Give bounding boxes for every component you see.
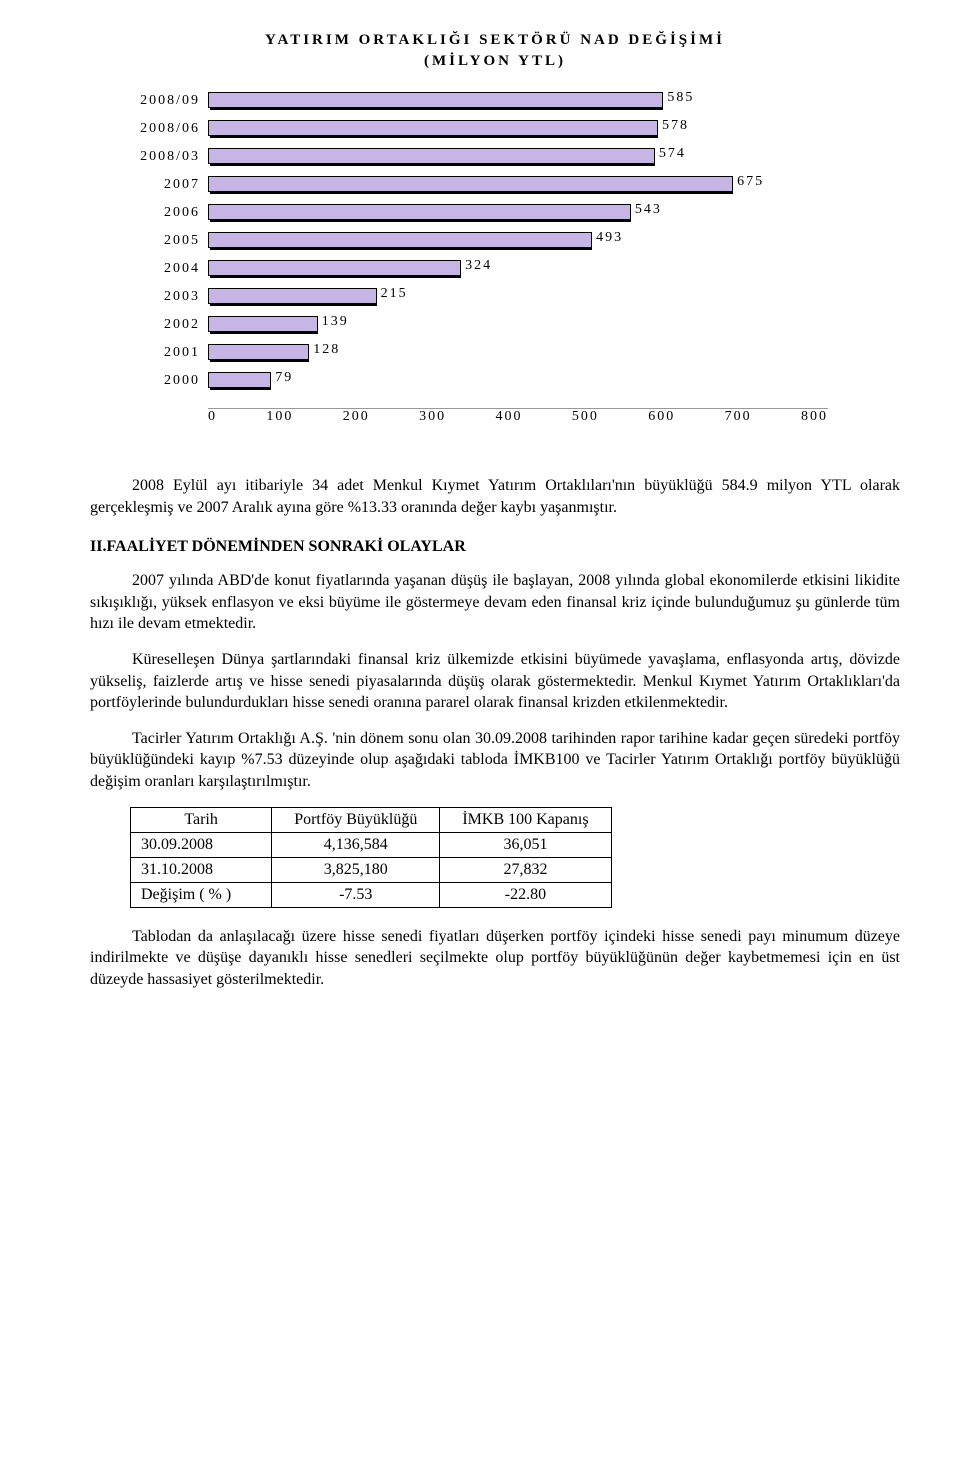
- bar-track: 324: [208, 260, 880, 278]
- bar-track: 139: [208, 316, 880, 334]
- bar-fill: [208, 176, 733, 192]
- bar-track: 585: [208, 92, 880, 110]
- table-cell: 3,825,180: [272, 857, 440, 882]
- bar-category-label: 2006: [110, 205, 208, 221]
- bar-value-label: 574: [659, 146, 686, 162]
- bar-chart: YATIRIM ORTAKLIĞI SEKTÖRÜ NAD DEĞİŞİMİ (…: [90, 20, 900, 445]
- bar-value-label: 543: [635, 202, 662, 218]
- bar-fill: [208, 92, 663, 108]
- x-axis-tick: 600: [648, 409, 675, 425]
- chart-title-line1: YATIRIM ORTAKLIĞI SEKTÖRÜ NAD DEĞİŞİMİ: [265, 32, 725, 48]
- bar-row: 2002 139: [110, 314, 880, 336]
- bar-fill: [208, 232, 592, 248]
- x-axis-tick: 0: [208, 409, 217, 425]
- chart-area: 2008/095852008/065782008/035742007675200…: [110, 80, 880, 402]
- bar-row: 2008/06 578: [110, 118, 880, 140]
- chart-title: YATIRIM ORTAKLIĞI SEKTÖRÜ NAD DEĞİŞİMİ (…: [110, 30, 880, 72]
- bar-track: 79: [208, 372, 880, 390]
- bar-fill: [208, 204, 631, 220]
- bar-category-label: 2004: [110, 261, 208, 277]
- bar-value-label: 139: [322, 314, 349, 330]
- bar-fill: [208, 344, 309, 360]
- chart-x-axis: 0 100 200 300 400 500 600 700 800: [208, 408, 828, 425]
- table-cell: -7.53: [272, 882, 440, 907]
- bar-row: 2004 324: [110, 258, 880, 280]
- bar-row: 2008/03 574: [110, 146, 880, 168]
- bar-category-label: 2008/06: [110, 121, 208, 137]
- bar-value-label: 79: [275, 370, 293, 386]
- bar-row: 2000 79: [110, 370, 880, 392]
- table-cell: 27,832: [440, 857, 611, 882]
- bar-fill: [208, 288, 377, 304]
- section-2-heading: II.FAALİYET DÖNEMİNDEN SONRAKİ OLAYLAR: [90, 538, 900, 556]
- bar-value-label: 324: [465, 258, 492, 274]
- bar-row: 2001 128: [110, 342, 880, 364]
- bar-category-label: 2000: [110, 373, 208, 389]
- table-row: 30.09.20084,136,58436,051: [131, 832, 612, 857]
- table-cell: Değişim ( % ): [131, 882, 272, 907]
- table-cell: 31.10.2008: [131, 857, 272, 882]
- paragraph-5: Tablodan da anlaşılacağı üzere hisse sen…: [90, 926, 900, 991]
- bar-fill: [208, 120, 658, 136]
- bar-track: 215: [208, 288, 880, 306]
- x-axis-tick: 700: [725, 409, 752, 425]
- paragraph-1: 2008 Eylül ayı itibariyle 34 adet Menkul…: [90, 475, 900, 518]
- table-cell: -22.80: [440, 882, 611, 907]
- x-axis-tick: 800: [801, 409, 828, 425]
- x-axis-tick: 200: [343, 409, 370, 425]
- bar-track: 675: [208, 176, 880, 194]
- paragraph-2: 2007 yılında ABD'de konut fiyatlarında y…: [90, 570, 900, 635]
- bar-category-label: 2007: [110, 177, 208, 193]
- table-header-cell: Tarih: [131, 807, 272, 832]
- bar-category-label: 2003: [110, 289, 208, 305]
- x-axis-tick: 100: [266, 409, 293, 425]
- bar-fill: [208, 148, 655, 164]
- bar-row: 2008/09 585: [110, 90, 880, 112]
- bar-fill: [208, 316, 318, 332]
- bar-category-label: 2005: [110, 233, 208, 249]
- table-header-cell: Portföy Büyüklüğü: [272, 807, 440, 832]
- x-axis-tick: 500: [572, 409, 599, 425]
- table-header-cell: İMKB 100 Kapanış: [440, 807, 611, 832]
- x-axis-tick: 300: [419, 409, 446, 425]
- bar-value-label: 578: [662, 118, 689, 134]
- bar-fill: [208, 260, 461, 276]
- table-cell: 30.09.2008: [131, 832, 272, 857]
- bar-row: 2003 215: [110, 286, 880, 308]
- bar-value-label: 675: [737, 174, 764, 190]
- bar-value-label: 215: [381, 286, 408, 302]
- bar-track: 128: [208, 344, 880, 362]
- paragraph-4: Tacirler Yatırım Ortaklığı A.Ş. 'nin dön…: [90, 728, 900, 793]
- paragraph-3: Küreselleşen Dünya şartlarındaki finansa…: [90, 649, 900, 714]
- bar-fill: [208, 372, 271, 388]
- bar-category-label: 2008/09: [110, 93, 208, 109]
- bar-track: 578: [208, 120, 880, 138]
- bar-value-label: 128: [313, 342, 340, 358]
- comparison-table: TarihPortföy BüyüklüğüİMKB 100 Kapanış 3…: [130, 807, 612, 908]
- bar-category-label: 2001: [110, 345, 208, 361]
- bar-row: 2006 543: [110, 202, 880, 224]
- x-axis-tick: 400: [496, 409, 523, 425]
- table-row: 31.10.20083,825,18027,832: [131, 857, 612, 882]
- bar-row: 2005 493: [110, 230, 880, 252]
- table-cell: 4,136,584: [272, 832, 440, 857]
- bar-track: 543: [208, 204, 880, 222]
- bar-value-label: 585: [667, 90, 694, 106]
- bar-value-label: 493: [596, 230, 623, 246]
- bar-track: 493: [208, 232, 880, 250]
- bar-category-label: 2002: [110, 317, 208, 333]
- table-cell: 36,051: [440, 832, 611, 857]
- chart-title-line2: (MİLYON YTL): [424, 53, 566, 69]
- bar-category-label: 2008/03: [110, 149, 208, 165]
- table-row: Değişim ( % )-7.53-22.80: [131, 882, 612, 907]
- bar-track: 574: [208, 148, 880, 166]
- bar-row: 2007 675: [110, 174, 880, 196]
